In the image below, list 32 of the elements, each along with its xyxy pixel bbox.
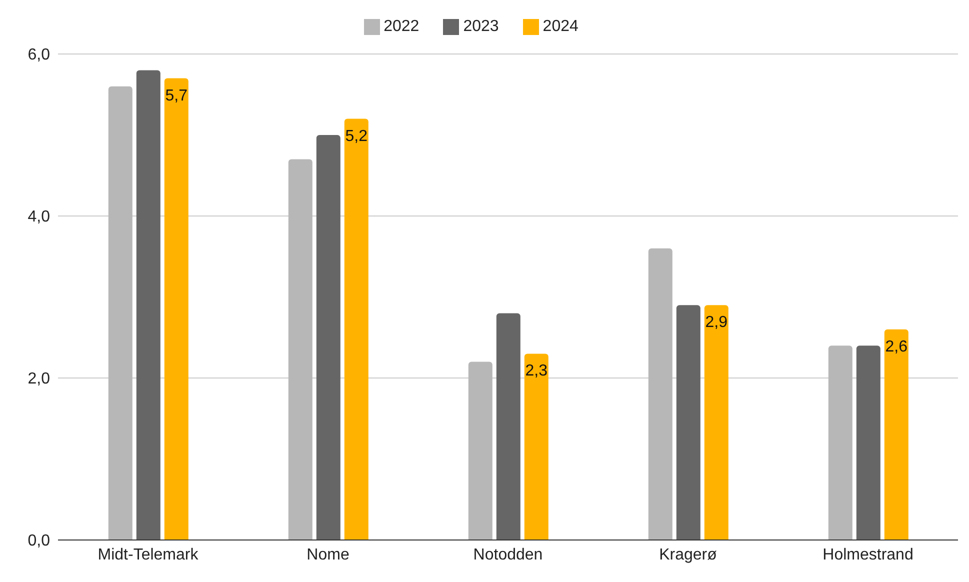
bar — [316, 135, 340, 540]
data-label: 2,3 — [525, 362, 548, 380]
bar — [524, 354, 548, 540]
bar — [704, 305, 728, 540]
bar — [856, 346, 880, 540]
data-label: 5,7 — [165, 87, 188, 104]
y-tick-label: 0,0 — [28, 532, 50, 550]
data-label: 5,2 — [345, 128, 368, 145]
x-tick-label: Holmestrand — [822, 546, 914, 564]
x-tick-label: Midt-Telemark — [98, 546, 200, 564]
bar — [344, 118, 368, 540]
legend-label: 2024 — [542, 18, 578, 35]
bar — [676, 305, 700, 540]
x-tick-label: Nome — [306, 546, 350, 564]
bar — [136, 70, 160, 540]
x-tick-label: Notodden — [473, 546, 543, 564]
bar — [468, 362, 492, 540]
bar — [884, 329, 908, 540]
data-label: 2,6 — [885, 338, 908, 356]
legend-label: 2022 — [384, 18, 420, 35]
x-tick-label: Kragerø — [659, 546, 718, 564]
bar — [828, 346, 852, 540]
bar — [648, 248, 672, 540]
y-tick-label: 6,0 — [28, 46, 50, 64]
bar — [108, 86, 132, 540]
bar — [496, 313, 520, 540]
legend-label: 2023 — [463, 18, 499, 35]
data-label: 2,9 — [705, 314, 728, 332]
y-tick-label: 4,0 — [28, 208, 50, 226]
bar — [164, 78, 188, 540]
y-tick-label: 2,0 — [28, 370, 50, 388]
bar — [288, 159, 312, 540]
